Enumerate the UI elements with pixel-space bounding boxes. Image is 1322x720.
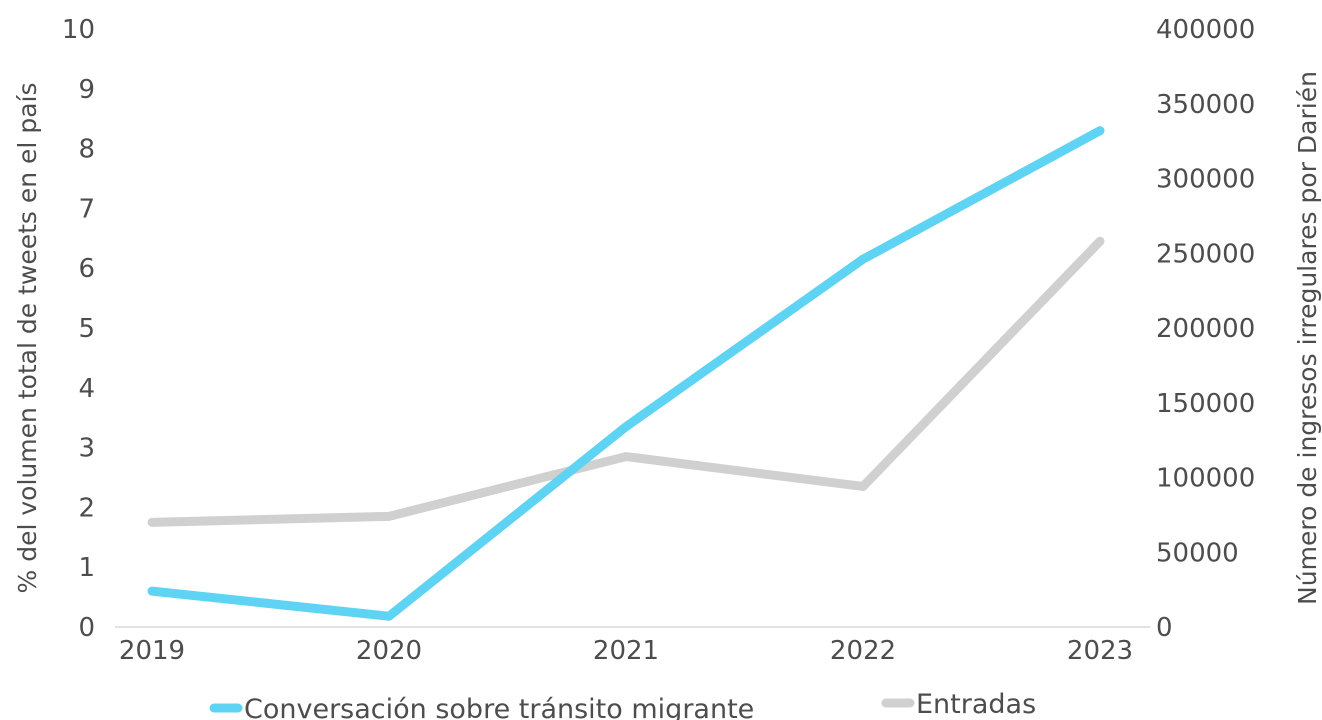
legend-label: Entradas (916, 689, 1036, 720)
y-right-tick-label: 0 (1156, 613, 1173, 643)
y-axis-right-label: Número de ingresos irregulares por Darié… (1293, 71, 1322, 605)
y-left-tick-label: 6 (78, 254, 95, 284)
y-left-tick-label: 1 (78, 553, 95, 583)
x-axis-ticks: 2019 2020 2021 2022 2023 (119, 636, 1133, 666)
x-tick-label: 2023 (1067, 636, 1133, 666)
legend: Conversación sobre tránsito migrante Entr… (209, 689, 1036, 720)
y-right-tick-label: 400000 (1156, 15, 1255, 45)
y-left-tick-label: 9 (78, 75, 95, 105)
y-left-tick-label: 4 (78, 374, 95, 404)
x-tick-label: 2021 (593, 636, 659, 666)
y-right-tick-label: 100000 (1156, 464, 1255, 494)
x-tick-label: 2020 (356, 636, 422, 666)
x-tick-label: 2019 (119, 636, 185, 666)
y-right-tick-label: 300000 (1156, 165, 1255, 195)
y-right-tick-label: 200000 (1156, 314, 1255, 344)
y-left-tick-label: 3 (78, 434, 95, 464)
y-left-tick-label: 8 (78, 135, 95, 165)
x-tick-label: 2022 (830, 636, 896, 666)
y-left-tick-label: 7 (78, 194, 95, 224)
series-line-0 (147, 126, 1105, 621)
y-right-tick-label: 250000 (1156, 239, 1255, 269)
y-left-tick-label: 10 (62, 15, 95, 45)
series-lines (147, 126, 1105, 621)
legend-label: Conversación sobre tránsito migrante (244, 694, 754, 720)
y-left-tick-label: 2 (78, 493, 95, 523)
y-axis-left-ticks: 0 1 2 3 4 5 6 7 8 9 10 (62, 15, 95, 643)
y-right-tick-label: 350000 (1156, 90, 1255, 120)
y-left-tick-label: 5 (78, 314, 95, 344)
series-line-1 (147, 236, 1105, 527)
y-right-tick-label: 150000 (1156, 389, 1255, 419)
y-axis-left-label: % del volumen total de tweets en el país (13, 83, 42, 594)
y-axis-right-ticks: 0 50000 100000 150000 200000 250000 300000 3500… (1156, 15, 1255, 643)
y-left-tick-label: 0 (78, 613, 95, 643)
y-right-tick-label: 50000 (1156, 538, 1239, 568)
